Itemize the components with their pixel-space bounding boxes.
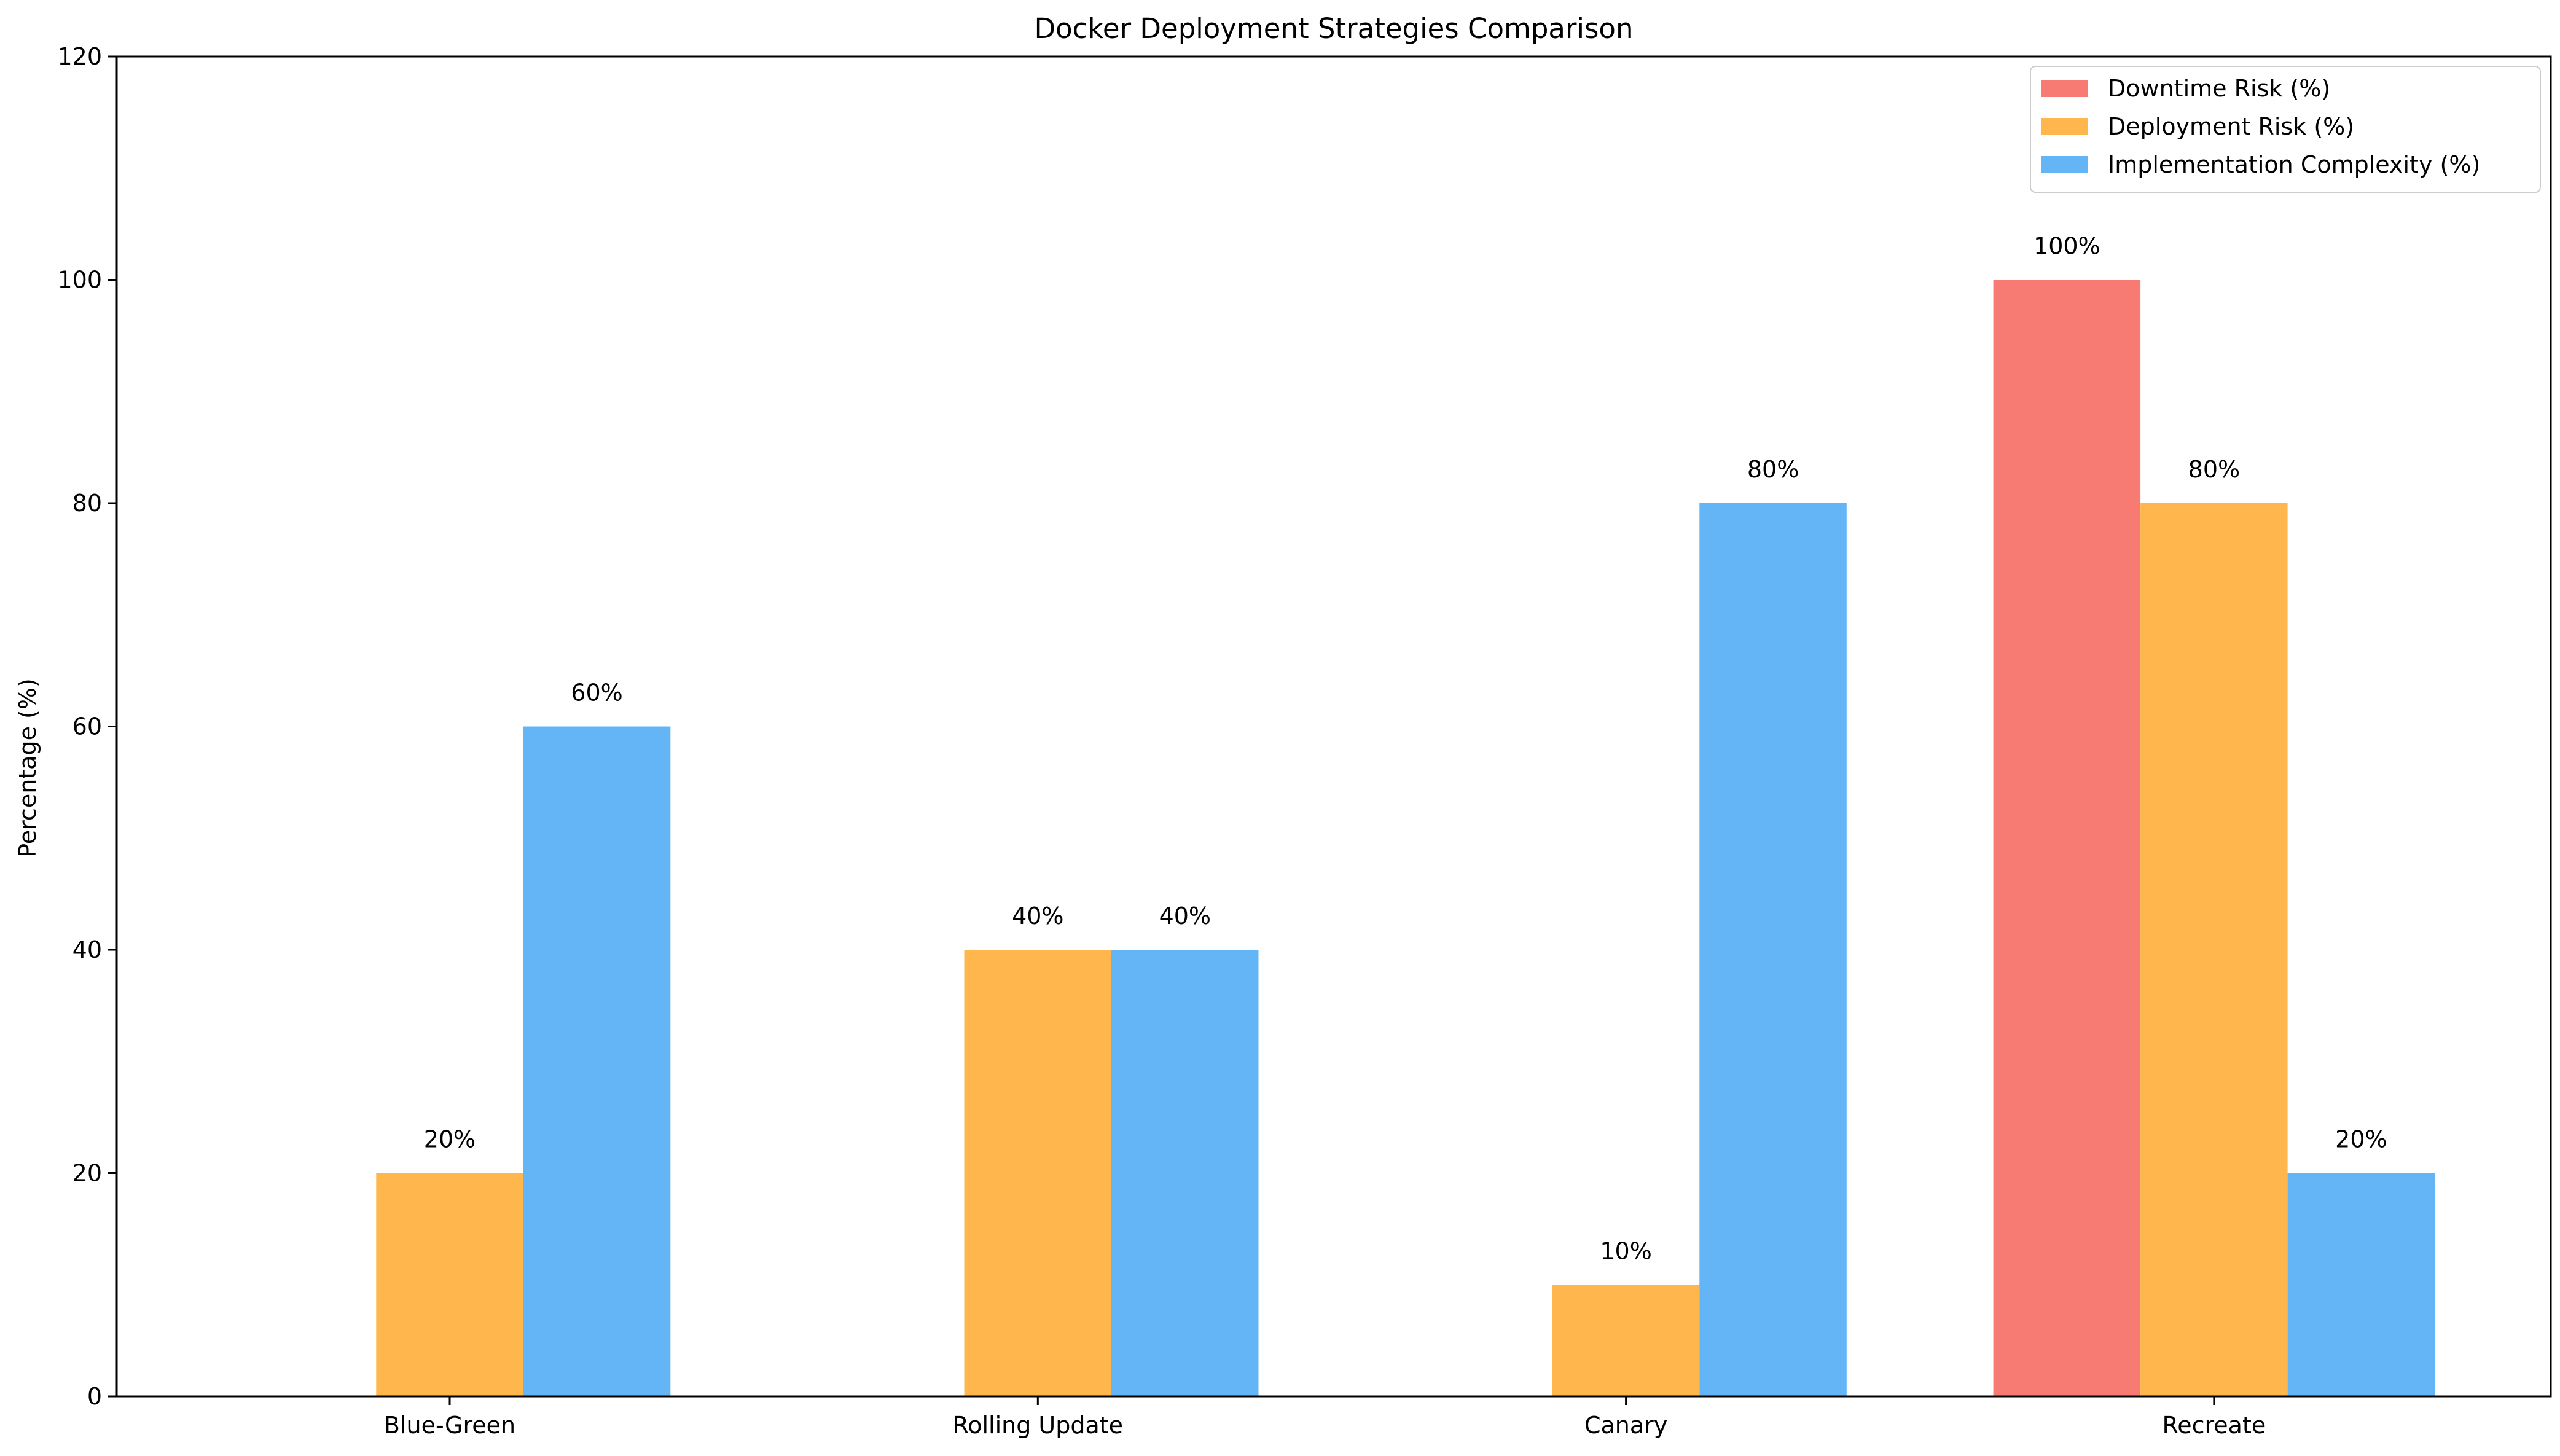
bar-canary-deployment-risk — [1552, 1285, 1700, 1397]
legend-label-downtime-risk: Downtime Risk (%) — [2108, 75, 2330, 102]
x-tick-label-canary: Canary — [1584, 1412, 1667, 1439]
bars-group — [376, 280, 2435, 1397]
x-tick-label-blue-green: Blue-Green — [384, 1412, 515, 1439]
bar-rolling-update-deployment-risk — [964, 950, 1111, 1396]
bar-rolling-update-implementation-complexity — [1111, 950, 1259, 1396]
legend-swatch-implementation-complexity — [2041, 156, 2088, 173]
x-axis: Blue-Green Rolling Update Canary Recreate — [384, 1396, 2266, 1439]
data-label-blue-green-deployment-risk: 20% — [424, 1126, 476, 1153]
data-label-recreate-downtime-risk: 100% — [2034, 233, 2100, 260]
legend-label-implementation-complexity: Implementation Complexity (%) — [2108, 151, 2480, 178]
legend-swatch-downtime-risk — [2041, 80, 2088, 97]
y-axis-label: Percentage (%) — [14, 678, 41, 858]
bar-blue-green-deployment-risk — [376, 1173, 523, 1396]
y-tick-label: 0 — [87, 1383, 102, 1410]
bar-recreate-downtime-risk — [1993, 280, 2141, 1396]
legend-label-deployment-risk: Deployment Risk (%) — [2108, 113, 2354, 140]
y-tick-label: 60 — [72, 713, 102, 740]
x-tick-label-recreate: Recreate — [2163, 1412, 2266, 1439]
y-tick-label: 20 — [72, 1160, 102, 1187]
bar-recreate-implementation-complexity — [2287, 1173, 2435, 1396]
data-label-canary-deployment-risk: 10% — [1600, 1237, 1651, 1264]
legend-swatch-deployment-risk — [2041, 118, 2088, 135]
data-label-rolling-update-deployment-risk: 40% — [1012, 902, 1063, 930]
y-tick-label: 80 — [72, 490, 102, 517]
legend-frame — [2030, 66, 2541, 193]
bar-labels-group: 100% 20% 40% 10% 80% 60% 40% 80% 20% — [424, 233, 2387, 1265]
data-label-recreate-deployment-risk: 80% — [2188, 456, 2240, 483]
y-tick-label: 40 — [72, 936, 102, 963]
y-axis: 0 20 40 60 80 100 120 — [57, 43, 117, 1410]
x-tick-label-rolling-update: Rolling Update — [953, 1412, 1124, 1439]
legend: Downtime Risk (%) Deployment Risk (%) Impl… — [2030, 66, 2541, 193]
data-label-rolling-update-implementation-complexity: 40% — [1159, 902, 1211, 930]
data-label-canary-implementation-complexity: 80% — [1747, 456, 1799, 483]
data-label-blue-green-implementation-complexity: 60% — [571, 679, 622, 706]
data-label-recreate-implementation-complexity: 20% — [2335, 1126, 2387, 1153]
bar-blue-green-implementation-complexity — [523, 726, 671, 1396]
y-tick-label: 100 — [57, 267, 102, 294]
chart-title: Docker Deployment Strategies Comparison — [1035, 12, 1634, 45]
bar-recreate-deployment-risk — [2140, 503, 2288, 1396]
bar-canary-implementation-complexity — [1699, 503, 1847, 1396]
y-tick-label: 120 — [57, 43, 102, 70]
